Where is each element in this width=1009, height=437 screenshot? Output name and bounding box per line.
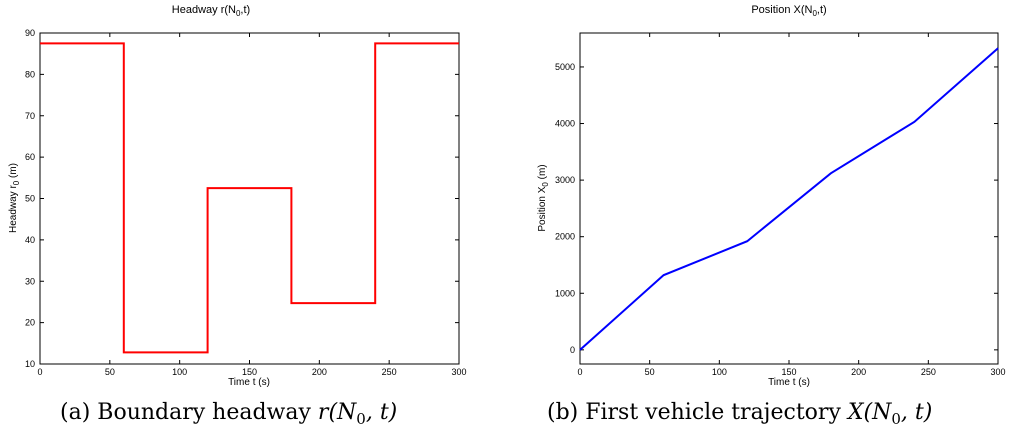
chart-b-y-tick-label: 3000 — [555, 175, 575, 185]
chart-b-y-tick-label: 5000 — [555, 62, 575, 72]
chart-a-y-tick-label: 30 — [25, 276, 35, 286]
chart-a-x-tick-label: 200 — [312, 367, 327, 377]
chart-b-x-tick-label: 200 — [851, 367, 866, 377]
chart-b-title: Position X(N0,t) — [751, 4, 826, 18]
chart-a-y-tick-label: 20 — [25, 318, 35, 328]
chart-a-y-tick-label: 80 — [25, 69, 35, 79]
chart-b-y-label: Position X0 (m) — [537, 164, 550, 231]
chart-a-x-tick-label: 150 — [242, 367, 257, 377]
chart-b-y-tick-label: 2000 — [555, 232, 575, 242]
caption-b: (b) First vehicle trajectory X(N0, t) — [547, 400, 932, 428]
chart-b-x-label: Time t (s) — [768, 377, 810, 388]
chart-b-x-tick-label: 100 — [712, 367, 727, 377]
chart-b-x-tick-label: 250 — [921, 367, 936, 377]
chart-a-x-ticks: 0 50 100 150 200 250 300 — [37, 33, 467, 377]
chart-b-x-tick-label: 50 — [645, 367, 655, 377]
chart-b-y-tick-label: 4000 — [555, 119, 575, 129]
chart-a-y-ticks: 10 20 30 40 50 60 70 80 90 — [25, 28, 459, 369]
chart-a-x-tick-label: 50 — [105, 367, 115, 377]
chart-a-y-tick-label: 60 — [25, 152, 35, 162]
chart-b-x-ticks: 0 50 100 150 200 250 300 — [577, 33, 1006, 377]
chart-b-y-tick-label: 1000 — [555, 288, 575, 298]
chart-a-y-tick-label: 10 — [25, 359, 35, 369]
chart-b-x-tick-label: 300 — [990, 367, 1005, 377]
chart-a-plot-frame — [39, 32, 460, 365]
chart-a-series-line — [40, 42, 459, 354]
chart-a-x-label: Time t (s) — [228, 377, 270, 388]
chart-a-y-tick-label: 70 — [25, 111, 35, 121]
chart-a-y-tick-label: 40 — [25, 235, 35, 245]
chart-a-y-tick-label: 50 — [25, 194, 35, 204]
chart-a-x-tick-label: 250 — [382, 367, 397, 377]
chart-a-title: Headway r(N0,t) — [172, 4, 250, 18]
caption-a: (a) Boundary headway r(N0, t) — [60, 400, 397, 428]
chart-b-y-tick-label: 0 — [570, 345, 575, 355]
chart-b-y-ticks: 0 1000 2000 3000 4000 5000 — [555, 62, 998, 355]
chart-b-plot-frame — [579, 32, 999, 365]
chart-a-x-tick-label: 300 — [451, 367, 466, 377]
position-chart: Position X(N0,t) 0 50 100 150 200 250 300 0 100… — [537, 4, 1006, 388]
chart-b-x-tick-label: 0 — [577, 367, 582, 377]
chart-b-series-line — [579, 47, 999, 351]
chart-a-x-tick-label: 0 — [37, 367, 42, 377]
chart-a-y-label: Headway r0 (m) — [8, 163, 21, 233]
chart-b-x-tick-label: 150 — [781, 367, 796, 377]
headway-chart: Headway r(N0,t) 0 50 100 150 200 250 300 10 20 3… — [8, 4, 467, 388]
chart-a-y-tick-label: 90 — [25, 28, 35, 38]
chart-a-x-tick-label: 100 — [172, 367, 187, 377]
